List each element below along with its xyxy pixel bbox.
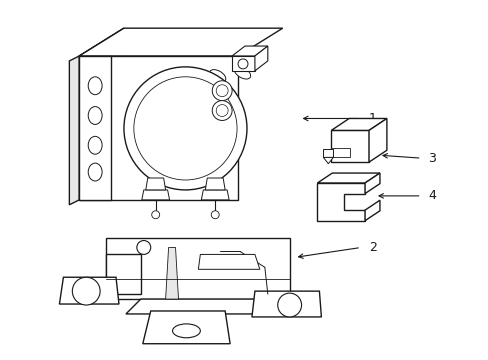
Circle shape [216, 85, 228, 96]
Polygon shape [142, 190, 169, 200]
Polygon shape [365, 173, 379, 194]
Circle shape [277, 293, 301, 317]
Polygon shape [142, 311, 230, 344]
Circle shape [134, 77, 237, 180]
Polygon shape [331, 118, 386, 130]
Polygon shape [232, 56, 254, 71]
Polygon shape [365, 200, 379, 221]
Text: 3: 3 [427, 152, 436, 165]
Polygon shape [323, 149, 333, 157]
Ellipse shape [88, 107, 102, 125]
Circle shape [212, 81, 232, 100]
Circle shape [212, 100, 232, 121]
Text: 1: 1 [368, 112, 376, 125]
Polygon shape [368, 118, 386, 162]
Ellipse shape [205, 77, 216, 85]
Polygon shape [317, 183, 365, 221]
Polygon shape [106, 238, 289, 299]
Ellipse shape [172, 324, 200, 338]
Circle shape [216, 105, 228, 117]
Ellipse shape [179, 73, 186, 79]
Circle shape [123, 67, 246, 190]
Polygon shape [165, 247, 178, 299]
Ellipse shape [234, 67, 250, 79]
Polygon shape [79, 56, 111, 200]
Polygon shape [79, 56, 238, 200]
Circle shape [151, 211, 160, 219]
Circle shape [211, 211, 219, 219]
Text: 2: 2 [368, 241, 376, 254]
Polygon shape [205, 178, 224, 190]
Polygon shape [126, 299, 284, 314]
Polygon shape [69, 56, 79, 205]
Polygon shape [251, 291, 321, 317]
Polygon shape [331, 148, 349, 157]
Circle shape [72, 277, 100, 305]
Text: 4: 4 [427, 189, 436, 202]
Polygon shape [198, 255, 259, 269]
Circle shape [238, 59, 247, 69]
Ellipse shape [185, 75, 196, 83]
Polygon shape [232, 46, 267, 56]
Polygon shape [106, 255, 141, 294]
Polygon shape [79, 28, 282, 56]
Ellipse shape [88, 136, 102, 154]
Polygon shape [79, 28, 123, 200]
Ellipse shape [163, 78, 172, 84]
Polygon shape [317, 173, 379, 183]
Ellipse shape [88, 163, 102, 181]
Polygon shape [254, 46, 267, 71]
Polygon shape [331, 130, 368, 162]
Polygon shape [60, 277, 119, 304]
Ellipse shape [209, 69, 225, 82]
Polygon shape [201, 190, 229, 200]
Ellipse shape [88, 77, 102, 95]
Circle shape [137, 240, 150, 255]
Polygon shape [145, 178, 165, 190]
Polygon shape [323, 157, 333, 164]
Ellipse shape [194, 80, 201, 86]
